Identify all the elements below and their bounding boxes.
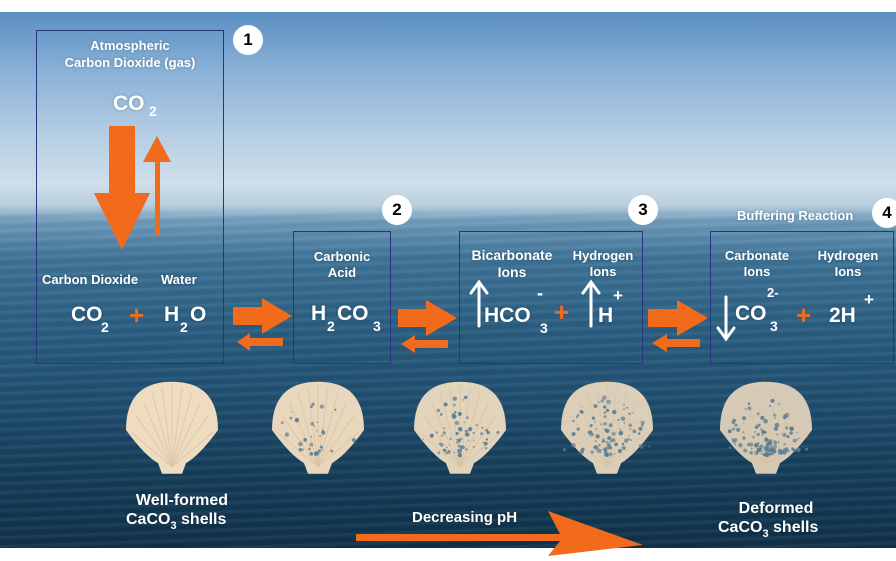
decreasing-ph-label: Decreasing pH [412,509,518,526]
step3-hydrogen-line1: Hydrogen [572,248,634,263]
step4-carbonate-line1: Carbonate [724,248,790,263]
eq3-forward-arrow [648,300,708,336]
eq2-reverse-arrow [401,335,448,353]
co2-release-up-arrow [143,136,171,236]
deformed-caption-line2: CaCO3 shells [718,519,819,540]
well-formed-sub: 3 [170,520,177,532]
eq1-reverse-arrow [237,333,283,351]
step3-hco-charge: - [537,283,543,303]
well-formed-shells: shells [176,511,227,528]
step4-number: 4 [872,198,896,228]
scallop-shell [720,381,812,474]
eq2-forward-arrow [398,300,457,336]
step4-plus: + [796,300,812,330]
scallop-shell [414,381,506,474]
increase-arrows [469,279,736,342]
step2-box [293,231,391,364]
step1-water-o: O [190,303,207,326]
step4-box [710,231,894,364]
step2-h-subscript: 2 [327,318,335,334]
step2-co: CO [337,302,369,325]
step4-hydrogen-line2: Ions [834,264,862,279]
step1-plus: + [129,300,145,330]
scallop-shell [126,381,218,474]
step3-bicarbonate-line2: Ions [497,264,527,280]
step3-hco: HCO [484,304,531,327]
step3-h-charge: + [613,286,623,305]
step2-co-subscript: 3 [373,318,381,334]
well-formed-caption-line2: CaCO3 shells [126,511,227,532]
step1-co2: CO [71,303,103,326]
step1-label-water: Water [161,272,197,287]
step1-label-co2: Carbon Dioxide [42,272,139,287]
step1-co2-subscript: 2 [101,319,109,335]
step4-heading: Buffering Reaction [737,208,854,223]
step2-title-line2: Acid [327,265,357,280]
step1-water-subscript: 2 [180,319,188,335]
co2-dissolve-down-arrow [94,126,150,250]
step1-title-line1: Atmospheric [90,38,170,53]
step4-carbonate-line2: Ions [743,264,771,279]
scallop-shell [561,381,653,474]
step3-hydrogen-line2: Ions [589,264,617,279]
step4-co-charge: 2- [767,285,779,300]
step3-box [459,231,643,364]
step1-box [36,30,224,364]
step3-hco-subscript: 3 [540,320,548,336]
step2-h: H [311,302,327,325]
deformed-caco: CaCO [718,519,763,536]
step1-water-h: H [164,303,180,326]
step3-number: 3 [628,195,658,225]
eq3-reverse-arrow [652,334,700,352]
well-formed-caco: CaCO [126,511,171,528]
scallop-shell [272,381,364,474]
step1-title-line2: Carbon Dioxide (gas) [64,55,196,70]
step1-gas-subscript: 2 [149,103,157,119]
step1-gas-formula: CO [113,92,145,115]
step4-co: CO [735,302,767,325]
well-formed-caption-line1: Well-formed [135,492,229,509]
ocean-sky-background [0,12,896,548]
step3-plus: + [554,297,570,327]
decreasing-ph-arrow [356,511,643,556]
eq1-forward-arrow [233,298,292,334]
step4-h-charge: + [864,290,874,309]
ocean-waves [0,212,896,548]
step4-hydrogen-line1: Hydrogen [817,248,879,263]
step3-bicarbonate-line1: Bicarbonate [471,247,553,263]
step2-number: 2 [382,195,412,225]
step3-h: H [598,304,614,327]
step4-2h: 2H [829,304,856,327]
deformed-shells: shells [768,519,819,536]
step1-number: 1 [233,25,263,55]
deformed-caption-line1: Deformed [738,500,814,517]
deformed-sub: 3 [762,528,769,540]
step2-title-line1: Carbonic [313,249,371,264]
step4-co-subscript: 3 [770,318,778,334]
